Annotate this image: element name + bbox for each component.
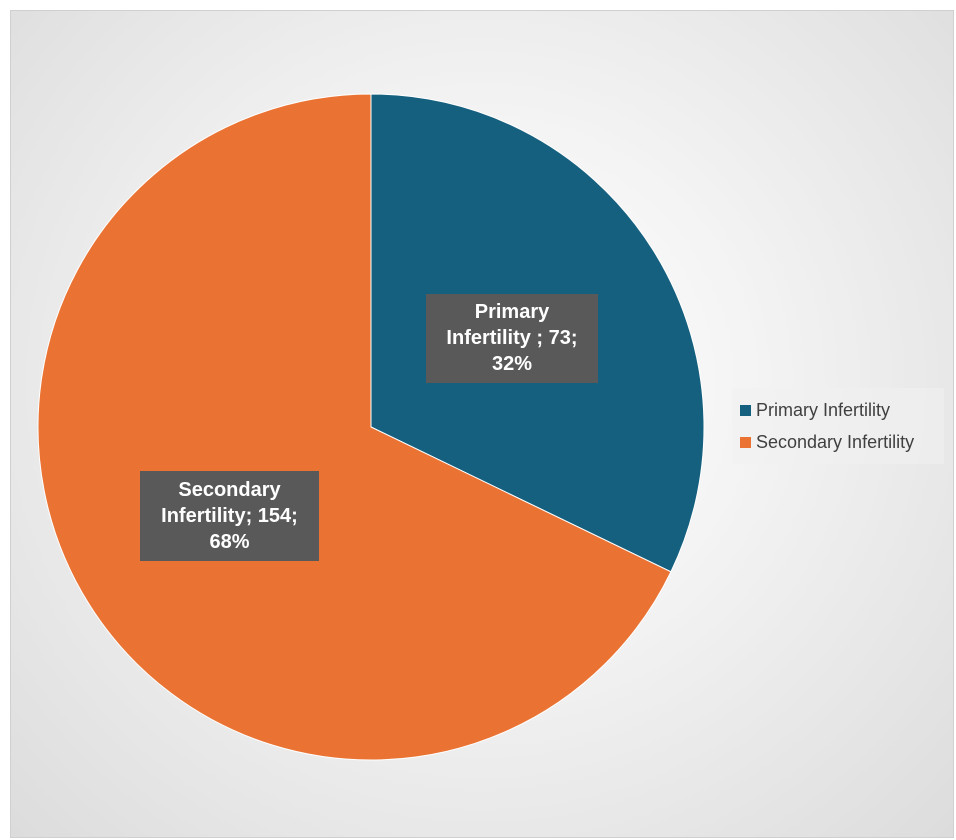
legend-label-primary: Primary Infertility	[756, 399, 891, 420]
data-label-primary-infertility: Primary Infertility ; 73; 32%	[426, 294, 598, 383]
legend: Primary Infertility Secondary Infertilit…	[732, 388, 944, 464]
chart-area: Primary Infertility ; 73; 32% Secondary …	[10, 10, 954, 838]
data-label-secondary-infertility: Secondary Infertility; 154; 68%	[140, 471, 319, 561]
pie-slice-secondary-infertility	[37, 93, 672, 761]
legend-item-secondary-infertility: Secondary Infertility	[740, 426, 944, 458]
legend-label-secondary: Secondary Infertility	[756, 431, 915, 452]
legend-item-primary-infertility: Primary Infertility	[740, 394, 944, 426]
legend-swatch-primary	[740, 404, 751, 416]
legend-swatch-secondary	[740, 436, 751, 448]
